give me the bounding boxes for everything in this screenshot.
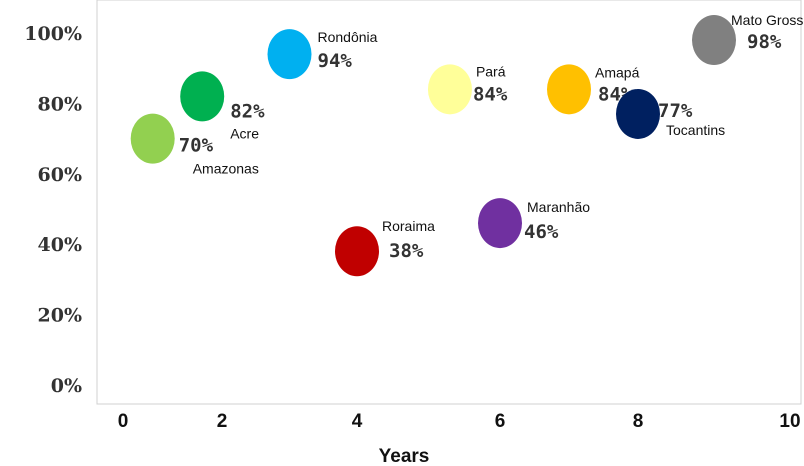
point-acre [180, 71, 225, 122]
point-para [427, 64, 472, 115]
point-value-label: 38% [389, 240, 424, 262]
y-tick-label: 40% [38, 234, 83, 256]
x-axis-title: Years [379, 446, 430, 466]
point-value-label: 77% [658, 100, 693, 122]
point-name-label: Tocantins [666, 122, 725, 138]
y-tick-label: 60% [38, 164, 83, 186]
x-tick-label: 10 [779, 411, 800, 432]
x-tick-label: 6 [495, 411, 506, 432]
point-name-label: Roraima [382, 218, 435, 234]
y-axis: 0% 20% 40% 60% 80% 100% [24, 23, 82, 397]
point-value-label: 70% [179, 135, 214, 157]
y-tick-label: 100% [24, 23, 82, 45]
x-tick-label: 4 [352, 411, 363, 432]
point-value-label: 82% [230, 100, 265, 122]
point-value-label: 94% [318, 50, 353, 72]
x-tick-label: 0 [118, 411, 129, 432]
y-tick-label: 0% [51, 375, 82, 397]
y-tick-label: 80% [38, 93, 83, 115]
point-name-label: Amapá [595, 64, 640, 80]
point-name-label: Maranhão [527, 199, 590, 215]
point-name-label: Pará [476, 63, 506, 79]
data-points: Amazonas 70% Acre 82% Rondônia 94% Roraima 38% P… [130, 12, 804, 277]
point-maranhao [478, 198, 522, 249]
point-value-label: 46% [524, 221, 559, 243]
point-amazonas [130, 113, 175, 164]
point-name-label: Amazonas [193, 161, 259, 177]
x-axis: 0 2 4 6 8 10 [118, 411, 801, 432]
y-tick-label: 20% [38, 305, 83, 327]
point-tocantins [616, 88, 660, 139]
point-amapa [547, 64, 591, 115]
point-rondonia [267, 29, 312, 80]
point-roraima [335, 226, 379, 277]
x-tick-label: 2 [217, 411, 228, 432]
point-name-label: Rondônia [318, 29, 378, 45]
x-tick-label: 8 [633, 411, 644, 432]
point-value-label: 84% [473, 83, 508, 105]
point-mato-grosso [692, 15, 736, 66]
point-name-label: Acre [230, 125, 259, 141]
point-name-label: Mato Grosso [731, 12, 804, 28]
point-value-label: 98% [747, 31, 782, 53]
plot-frame [96, 0, 802, 405]
